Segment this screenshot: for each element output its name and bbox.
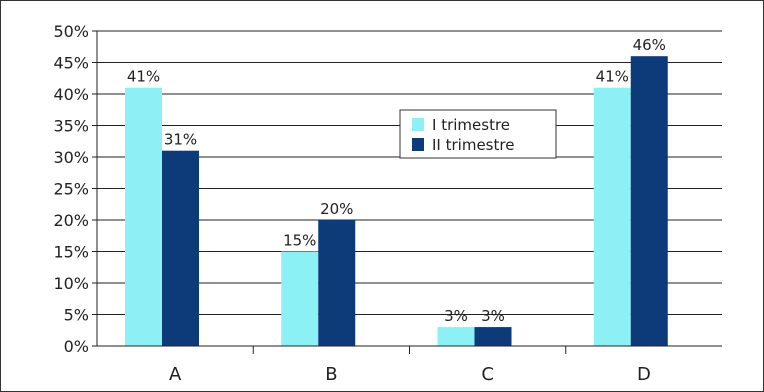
bars	[125, 56, 668, 346]
data-label: 46%	[633, 36, 666, 54]
legend-label-1: I trimestre	[432, 116, 510, 134]
y-tick-label: 25%	[53, 180, 89, 199]
data-label: 3%	[481, 307, 505, 325]
data-labels: 41% 15% 3% 41% 31% 20% 3% 46%	[127, 36, 666, 325]
y-tick-label: 20%	[53, 211, 89, 230]
y-tick-label: 50%	[53, 22, 89, 41]
axes: 0%5%10%15%20%25%30%35%40%45%50%A B C D	[53, 22, 722, 385]
y-tick-label: 0%	[64, 337, 89, 356]
y-tick-label: 30%	[53, 148, 89, 167]
legend-box	[399, 109, 557, 159]
bar-2	[630, 56, 668, 346]
y-tick-label: 35%	[53, 117, 89, 136]
x-tick-label: C	[481, 364, 494, 385]
bar-2	[474, 327, 512, 346]
y-tick-label: 40%	[53, 85, 89, 104]
data-label: 31%	[164, 131, 197, 149]
y-tick-label: 15%	[53, 243, 89, 262]
data-label: 3%	[444, 307, 468, 325]
bar-1	[437, 327, 475, 346]
data-label: 15%	[283, 232, 316, 250]
x-tick-label: B	[325, 364, 337, 385]
y-tick-label: 45%	[53, 54, 89, 73]
data-label: 41%	[596, 68, 629, 86]
bar-2	[162, 150, 199, 346]
legend: I trimestre II trimestre	[399, 109, 557, 159]
y-tick-label: 10%	[53, 274, 89, 293]
data-label: 41%	[127, 68, 160, 86]
legend-swatch-1	[412, 118, 424, 131]
bar-1	[125, 87, 162, 346]
x-tick-label: A	[169, 364, 182, 385]
y-tick-label: 5%	[64, 306, 89, 325]
bar-1	[593, 87, 631, 346]
bar-2	[318, 220, 356, 346]
legend-swatch-2	[412, 138, 424, 151]
data-label: 20%	[320, 200, 353, 218]
bar-1	[281, 251, 319, 346]
x-tick-label: D	[637, 364, 651, 385]
legend-label-2: II trimestre	[432, 136, 514, 154]
